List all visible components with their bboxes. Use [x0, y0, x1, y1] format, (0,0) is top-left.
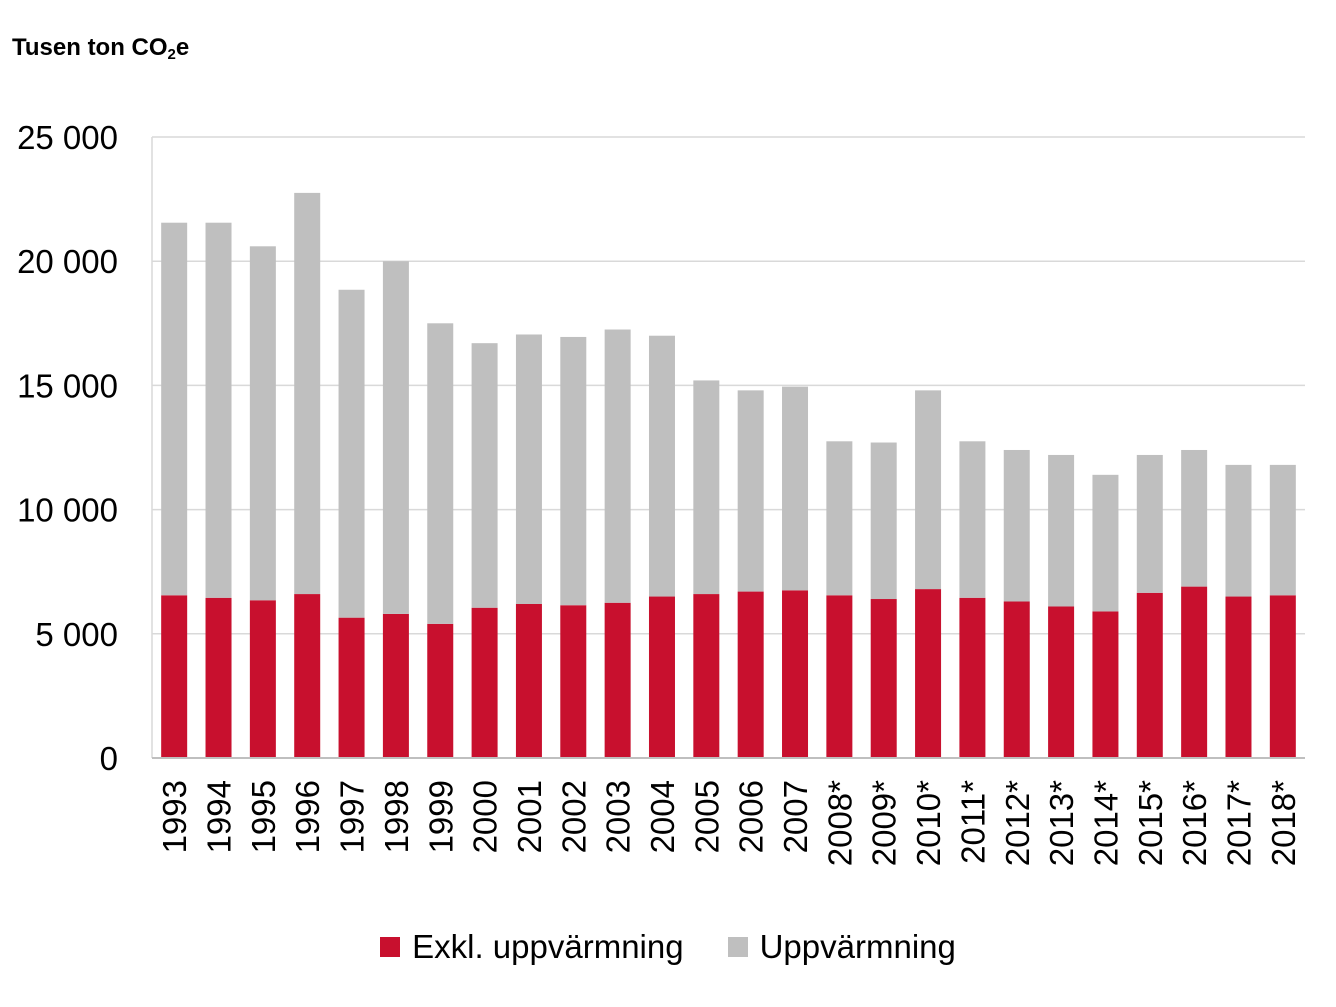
bar-uppvarmning	[1181, 449, 1208, 587]
x-tick-label: 2008*	[821, 780, 858, 866]
bar-uppvarmning	[471, 343, 498, 608]
x-tick-label: 1995	[245, 780, 282, 853]
bar-exkl-uppvarmning	[427, 623, 454, 758]
x-tick-label: 2007	[777, 780, 814, 853]
x-tick-label: 2002	[555, 780, 592, 853]
x-tick-label: 2005	[688, 780, 725, 853]
y-tick-label: 5 000	[35, 616, 118, 653]
bar-uppvarmning	[693, 380, 720, 595]
bar-uppvarmning	[1269, 464, 1296, 596]
bar-exkl-uppvarmning	[294, 594, 321, 758]
x-tick-label: 2017*	[1220, 780, 1257, 866]
bar-uppvarmning	[915, 390, 942, 590]
x-tick-label: 2011*	[954, 780, 991, 864]
bar-exkl-uppvarmning	[1092, 611, 1119, 758]
bar-exkl-uppvarmning	[1181, 586, 1208, 758]
bar-uppvarmning	[1048, 454, 1075, 607]
legend-swatch	[727, 937, 748, 957]
x-tick-label: 2003	[600, 780, 637, 853]
bar-uppvarmning	[737, 390, 764, 592]
x-tick-label: 2015*	[1132, 780, 1169, 866]
x-tick-label: 2014*	[1087, 780, 1124, 866]
x-tick-label: 1996	[289, 780, 326, 853]
y-tick-label: 0	[100, 740, 118, 777]
bar-exkl-uppvarmning	[1225, 596, 1252, 758]
y-tick-label: 10 000	[17, 492, 118, 529]
y-tick-label: 25 000	[17, 119, 118, 156]
bar-uppvarmning	[782, 386, 809, 591]
x-tick-label: 1999	[422, 780, 459, 853]
bar-uppvarmning	[648, 335, 675, 597]
x-tick-label: 1993	[156, 780, 193, 853]
bar-uppvarmning	[604, 329, 631, 603]
bar-exkl-uppvarmning	[782, 590, 809, 758]
bar-uppvarmning	[560, 336, 587, 606]
bar-exkl-uppvarmning	[693, 594, 720, 758]
bar-uppvarmning	[338, 289, 365, 618]
x-tick-label: 2004	[644, 780, 681, 853]
bar-exkl-uppvarmning	[338, 617, 365, 758]
x-tick-label: 1994	[201, 780, 238, 853]
x-tick-label: 2006	[733, 780, 770, 853]
bar-uppvarmning	[294, 192, 321, 595]
x-tick-label: 2009*	[866, 780, 903, 866]
x-tick-label: 2012*	[999, 780, 1036, 866]
bar-uppvarmning	[515, 334, 542, 604]
bar-exkl-uppvarmning	[382, 613, 409, 758]
bar-exkl-uppvarmning	[1003, 601, 1030, 758]
x-tick-label: 2001	[511, 780, 548, 853]
bar-exkl-uppvarmning	[471, 607, 498, 758]
bar-exkl-uppvarmning	[515, 603, 542, 758]
bar-uppvarmning	[1092, 474, 1119, 612]
bar-exkl-uppvarmning	[604, 602, 631, 758]
bar-exkl-uppvarmning	[205, 597, 232, 758]
y-tick-label: 15 000	[17, 367, 118, 404]
bar-exkl-uppvarmning	[161, 595, 188, 758]
bar-exkl-uppvarmning	[737, 591, 764, 758]
legend-swatch	[380, 937, 401, 957]
bar-exkl-uppvarmning	[648, 596, 675, 758]
bar-uppvarmning	[161, 222, 188, 596]
legend: Exkl. uppvärmning Uppvärmning	[0, 928, 1336, 966]
x-tick-label: 2018*	[1265, 780, 1302, 866]
legend-item: Uppvärmning	[727, 928, 956, 966]
bar-exkl-uppvarmning	[560, 605, 587, 758]
x-tick-label: 2000	[467, 780, 504, 853]
legend-label: Exkl. uppvärmning	[412, 928, 684, 965]
x-tick-label: 1997	[334, 780, 371, 853]
bar-exkl-uppvarmning	[826, 595, 853, 758]
x-tick-label: 1998	[378, 780, 415, 853]
bar-uppvarmning	[1003, 449, 1030, 602]
bar-uppvarmning	[870, 442, 897, 600]
bar-exkl-uppvarmning	[1048, 606, 1075, 758]
bar-uppvarmning	[382, 261, 409, 614]
legend-label: Uppvärmning	[759, 928, 956, 965]
x-tick-label: 2013*	[1043, 780, 1080, 866]
bar-uppvarmning	[427, 323, 454, 624]
bar-exkl-uppvarmning	[249, 600, 276, 758]
x-tick-label: 2010*	[910, 780, 947, 866]
bar-exkl-uppvarmning	[870, 599, 897, 758]
legend-item: Exkl. uppvärmning	[380, 928, 684, 966]
bar-uppvarmning	[205, 222, 232, 598]
bar-uppvarmning	[1225, 464, 1252, 597]
bar-exkl-uppvarmning	[915, 589, 942, 758]
bar-uppvarmning	[959, 441, 986, 598]
x-tick-label: 2016*	[1176, 780, 1213, 866]
y-axis-title: Tusen ton CO2e	[12, 34, 190, 63]
y-tick-label: 20 000	[17, 243, 118, 280]
bar-uppvarmning	[826, 441, 853, 596]
bar-exkl-uppvarmning	[959, 597, 986, 758]
bar-uppvarmning	[1136, 454, 1163, 593]
bar-exkl-uppvarmning	[1269, 595, 1296, 758]
bar-uppvarmning	[249, 246, 276, 601]
bar-exkl-uppvarmning	[1136, 592, 1163, 758]
